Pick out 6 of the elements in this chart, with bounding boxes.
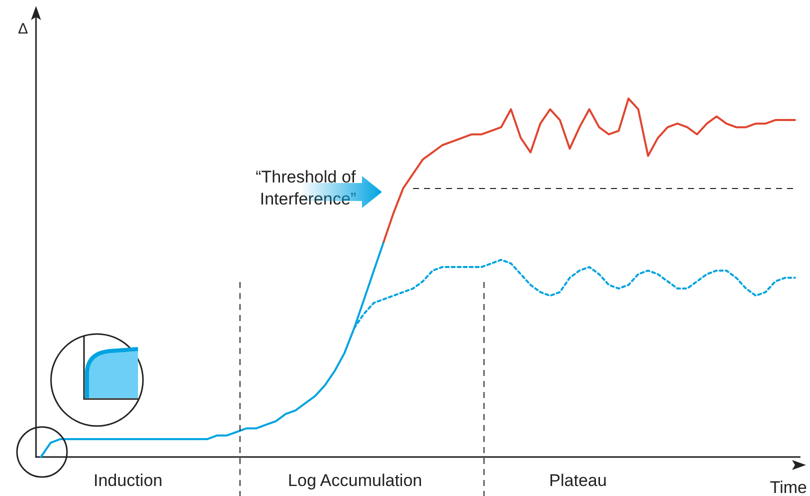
ref-line-label: “Threshold of Interference”: [256, 168, 360, 209]
y-axis-title: Δ: [18, 20, 28, 38]
text: Log Accumulation: [288, 471, 422, 490]
text: Plateau: [549, 471, 607, 490]
x-axis-title: Time: [770, 478, 808, 496]
text: Induction: [94, 471, 162, 490]
